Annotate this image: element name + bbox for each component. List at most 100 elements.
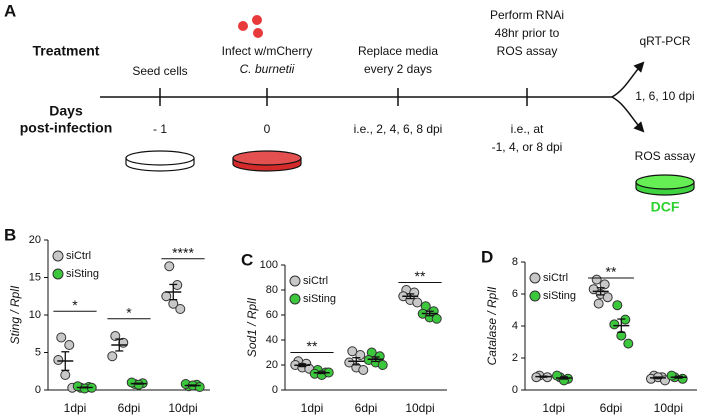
row-label: Days bbox=[49, 103, 83, 119]
data-point bbox=[194, 382, 205, 392]
step-text: Perform RNAi bbox=[490, 8, 564, 22]
data-point bbox=[591, 274, 602, 285]
legend-label: siSting bbox=[303, 293, 336, 305]
day-text: -1, 4, or 8 dpi bbox=[492, 140, 563, 154]
y-tick-label: 5 bbox=[35, 346, 41, 358]
y-tick-label: 6 bbox=[512, 288, 518, 300]
x-tick-label: 1dpi bbox=[64, 401, 87, 415]
legend-label: siCtrl bbox=[66, 250, 91, 262]
day-text: i.e., at bbox=[511, 122, 544, 136]
y-axis-label: Sting / RplI bbox=[8, 285, 22, 344]
legend-marker bbox=[529, 272, 541, 284]
significance-label: * bbox=[126, 304, 132, 320]
y-tick-label: 10 bbox=[29, 309, 41, 321]
data-point bbox=[377, 360, 388, 370]
x-tick-label: 10dpi bbox=[405, 401, 434, 415]
legend-marker bbox=[529, 290, 541, 302]
step-text: C. burnetii bbox=[240, 62, 295, 76]
panel-a: A Treatment Days post-infection Seed cel… bbox=[4, 1, 695, 214]
y-tick-label: 20 bbox=[266, 359, 278, 371]
step-text: ROS assay bbox=[497, 44, 558, 58]
day-text: - 1 bbox=[153, 122, 167, 136]
panel-label: B bbox=[4, 225, 16, 244]
legend-label: siCtrl bbox=[303, 275, 328, 287]
data-point bbox=[609, 319, 620, 330]
data-point bbox=[358, 365, 369, 375]
y-tick-label: 0 bbox=[272, 384, 278, 396]
data-point bbox=[612, 300, 623, 311]
legend-label: siSting bbox=[66, 268, 99, 280]
x-tick-label: 6dpi bbox=[118, 401, 141, 415]
stain-label: DCF bbox=[651, 199, 680, 215]
legend-marker bbox=[289, 275, 301, 287]
panel-label: A bbox=[4, 1, 16, 20]
significance-label: ** bbox=[606, 264, 617, 280]
arrow bbox=[611, 96, 645, 133]
significance-label: **** bbox=[172, 244, 194, 260]
day-text: 0 bbox=[264, 122, 271, 136]
legend-marker bbox=[52, 268, 64, 280]
data-point bbox=[175, 304, 186, 314]
panel-label: C bbox=[241, 250, 253, 269]
data-point bbox=[60, 370, 71, 380]
y-tick-label: 15 bbox=[29, 271, 41, 283]
data-point bbox=[623, 338, 634, 349]
y-tick-label: 8 bbox=[512, 256, 518, 268]
outcome-text: qRT-PCR bbox=[639, 34, 690, 48]
data-point bbox=[599, 279, 610, 290]
data-point bbox=[53, 355, 64, 365]
outcome-text: ROS assay bbox=[635, 149, 696, 163]
significance-label: ** bbox=[307, 338, 318, 354]
x-tick-label: 1dpi bbox=[301, 401, 324, 415]
legend-marker bbox=[52, 250, 64, 262]
day-text: i.e., 2, 4, 6, 8 dpi bbox=[354, 122, 443, 136]
x-tick-label: 6dpi bbox=[600, 401, 623, 415]
y-tick-label: 2 bbox=[512, 352, 518, 364]
chart: B 0 5 10 15 20 Sting / RplI 1dpi 6dpi 10dpi siCtrl… bbox=[4, 225, 210, 415]
chart: C 0 20 40 60 80 100 Sod1 / RplI 1dpi 6dpi 10dpi siC… bbox=[241, 250, 447, 415]
x-tick-label: 10dpi bbox=[654, 401, 683, 415]
significance-label: ** bbox=[415, 268, 426, 284]
data-point bbox=[602, 292, 613, 303]
y-axis-label: Catalase / RplI bbox=[485, 286, 499, 365]
legend-label: siSting bbox=[543, 290, 576, 302]
step-text: Replace media bbox=[358, 44, 438, 58]
x-tick-label: 10dpi bbox=[168, 401, 197, 415]
y-tick-label: 40 bbox=[266, 334, 278, 346]
row-label: post-infection bbox=[20, 120, 113, 136]
dish bbox=[232, 150, 302, 172]
dish bbox=[125, 150, 195, 172]
data-point bbox=[107, 351, 118, 362]
step-text: Infect w/mCherry bbox=[222, 44, 313, 58]
data-point bbox=[593, 298, 604, 309]
data-point bbox=[344, 357, 355, 368]
step-text: 48hr prior to bbox=[495, 26, 560, 40]
legend-marker bbox=[289, 293, 301, 305]
data-point bbox=[110, 331, 121, 341]
legend-label: siCtrl bbox=[543, 272, 568, 284]
bacteria bbox=[253, 28, 263, 38]
chart: D 0 2 4 6 8 Catalase / RplI 1dpi 6dpi 10dpi siCtrl… bbox=[481, 247, 697, 415]
bacteria bbox=[252, 15, 262, 25]
bacteria bbox=[238, 21, 248, 31]
data-point bbox=[64, 340, 75, 350]
data-point bbox=[56, 332, 67, 343]
y-tick-label: 60 bbox=[266, 309, 278, 321]
y-tick-label: 20 bbox=[29, 234, 41, 246]
significance-label: * bbox=[72, 297, 78, 313]
y-tick-label: 0 bbox=[35, 384, 41, 396]
outcome-text: 1, 6, 10 dpi bbox=[635, 89, 694, 103]
x-tick-label: 6dpi bbox=[355, 401, 378, 415]
y-tick-label: 80 bbox=[266, 284, 278, 296]
arrow bbox=[611, 61, 645, 98]
step-text: every 2 days bbox=[364, 62, 432, 76]
data-point bbox=[164, 261, 175, 272]
step-text: Seed cells bbox=[132, 64, 187, 78]
data-point bbox=[412, 297, 423, 308]
x-tick-label: 1dpi bbox=[542, 401, 565, 415]
row-label: Treatment bbox=[33, 43, 100, 59]
data-point bbox=[347, 346, 358, 357]
y-axis-label: Sod1 / RplI bbox=[245, 297, 259, 357]
y-tick-label: 4 bbox=[512, 320, 518, 332]
